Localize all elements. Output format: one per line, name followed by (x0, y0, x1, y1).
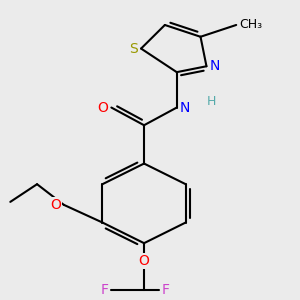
Text: S: S (129, 42, 138, 56)
Text: N: N (209, 59, 220, 73)
Text: F: F (100, 283, 108, 297)
Text: CH₃: CH₃ (239, 19, 262, 32)
Text: O: O (50, 198, 61, 212)
Text: O: O (139, 254, 149, 268)
Text: H: H (206, 95, 216, 108)
Text: F: F (162, 283, 170, 297)
Text: N: N (180, 100, 190, 115)
Text: O: O (98, 100, 108, 115)
